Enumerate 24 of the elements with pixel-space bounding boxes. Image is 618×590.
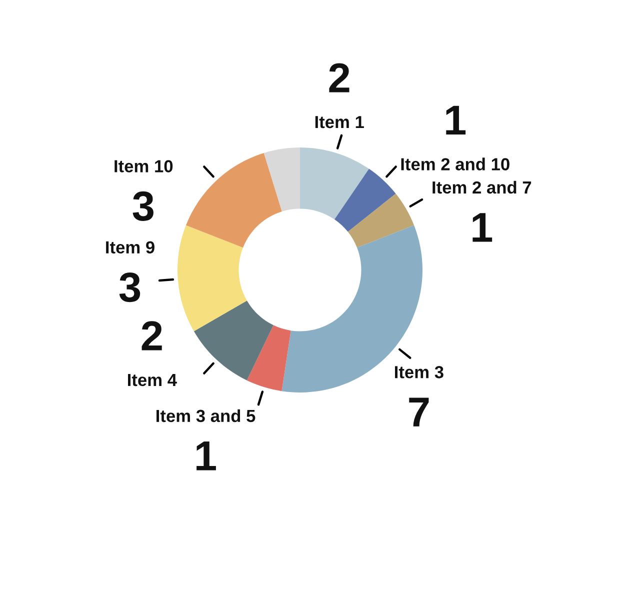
donut-slice (264, 148, 300, 212)
slice-label: Item 3 (395, 366, 444, 378)
donut-slice (300, 148, 370, 220)
donut-slice (186, 152, 282, 248)
donut-slice (194, 300, 274, 380)
data-label: 2 (329, 63, 350, 92)
slice-label: Item 10 (114, 160, 173, 172)
data-label: 3 (132, 191, 154, 221)
data-label: 2 (142, 321, 162, 350)
slice-label: Item 2 and 10 (401, 158, 510, 170)
slice-label: Item 2 and 7 (432, 180, 532, 194)
donut-slice (178, 225, 247, 332)
donut-slice (334, 168, 396, 232)
slice-label: Item 4 (128, 374, 177, 386)
data-label: 1 (446, 106, 466, 135)
data-label: 1 (472, 213, 492, 242)
donut-slice (246, 325, 291, 392)
data-label: 7 (409, 398, 429, 426)
data-label: 3 (119, 272, 140, 302)
donut-slice (348, 194, 414, 248)
slice-label: Item 9 (106, 241, 154, 254)
slice-label: Item 1 (315, 116, 364, 128)
data-label: 1 (196, 442, 216, 470)
slice-label: Item 3 and 5 (156, 409, 256, 422)
